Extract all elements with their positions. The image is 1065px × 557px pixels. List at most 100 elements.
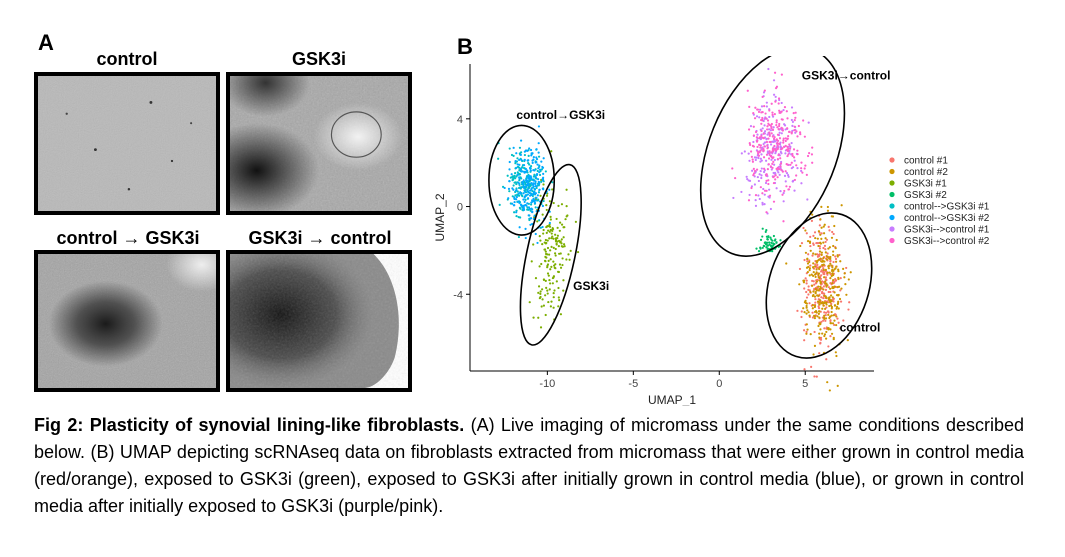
data-point — [782, 137, 785, 140]
data-point — [817, 254, 820, 257]
data-point — [564, 218, 567, 221]
data-point — [772, 234, 775, 238]
data-point — [758, 151, 761, 154]
data-point — [746, 89, 749, 92]
data-point — [535, 196, 538, 199]
data-point — [842, 267, 845, 270]
data-point — [811, 213, 814, 216]
data-point — [551, 228, 555, 231]
data-point — [764, 230, 767, 233]
data-point — [796, 135, 799, 138]
data-point — [832, 260, 835, 264]
data-point — [816, 300, 820, 303]
data-point — [776, 146, 779, 150]
data-point — [817, 289, 820, 292]
data-point — [548, 200, 551, 203]
data-point — [763, 189, 767, 192]
legend-key — [889, 237, 895, 244]
series-points — [755, 227, 782, 253]
data-point — [817, 312, 820, 315]
data-point — [762, 167, 766, 170]
data-point — [796, 153, 799, 156]
data-point — [521, 180, 524, 184]
data-point — [516, 165, 520, 169]
data-point — [759, 144, 762, 147]
data-point — [531, 200, 534, 203]
data-point — [817, 310, 821, 313]
data-point — [511, 195, 514, 198]
data-point — [824, 276, 828, 279]
data-point — [814, 301, 817, 304]
data-point — [552, 246, 555, 250]
data-point — [825, 306, 828, 309]
data-point — [748, 179, 752, 182]
data-point — [804, 251, 808, 254]
data-point — [765, 153, 769, 156]
data-point — [544, 255, 547, 258]
data-point — [515, 195, 519, 199]
data-point — [763, 124, 766, 127]
data-point — [765, 189, 768, 192]
data-point — [522, 207, 525, 210]
data-point — [530, 217, 533, 220]
data-point — [562, 243, 566, 246]
data-point — [557, 239, 561, 242]
data-point — [532, 158, 535, 161]
data-point — [556, 240, 559, 243]
data-point — [793, 189, 796, 192]
data-point — [532, 182, 535, 185]
data-point — [732, 196, 735, 200]
legend-label: control-->GSK3i #2 — [904, 213, 990, 224]
data-point — [514, 181, 517, 184]
data-point — [550, 245, 553, 249]
data-point — [526, 190, 530, 193]
data-point — [817, 273, 820, 277]
data-point — [761, 111, 764, 114]
data-point — [793, 125, 796, 128]
data-point — [569, 249, 572, 252]
data-point — [847, 278, 850, 281]
data-point — [532, 243, 535, 246]
data-point — [557, 286, 560, 290]
data-point — [839, 300, 843, 303]
panel-a-letter: A — [38, 30, 54, 55]
data-point — [522, 198, 525, 201]
data-point — [810, 365, 813, 369]
data-point — [749, 150, 753, 153]
data-point — [508, 168, 511, 171]
data-point — [833, 291, 836, 294]
data-point — [762, 187, 765, 191]
data-point — [557, 204, 560, 207]
data-point — [778, 131, 781, 134]
data-point — [515, 166, 518, 169]
data-point — [512, 146, 515, 149]
data-point — [524, 227, 527, 230]
data-point — [790, 161, 793, 164]
data-point — [520, 158, 523, 162]
data-point — [786, 138, 789, 141]
data-point — [780, 160, 783, 164]
data-point — [517, 216, 520, 219]
data-point — [526, 193, 530, 196]
data-point — [819, 242, 822, 245]
data-point — [769, 143, 773, 146]
data-point — [811, 294, 814, 298]
data-point — [811, 316, 815, 319]
data-point — [819, 287, 822, 290]
data-point — [832, 244, 835, 248]
data-point — [788, 147, 792, 150]
data-point — [773, 113, 776, 116]
data-point — [550, 150, 553, 153]
data-point — [551, 181, 554, 184]
data-point — [821, 263, 824, 267]
data-point — [558, 252, 561, 255]
data-point — [831, 215, 835, 218]
data-point — [795, 174, 798, 177]
data-point — [519, 191, 522, 194]
data-point — [530, 260, 533, 263]
data-point — [781, 118, 784, 121]
data-point — [839, 260, 842, 263]
data-point — [805, 312, 808, 315]
data-point — [542, 304, 545, 307]
data-point — [827, 313, 830, 316]
